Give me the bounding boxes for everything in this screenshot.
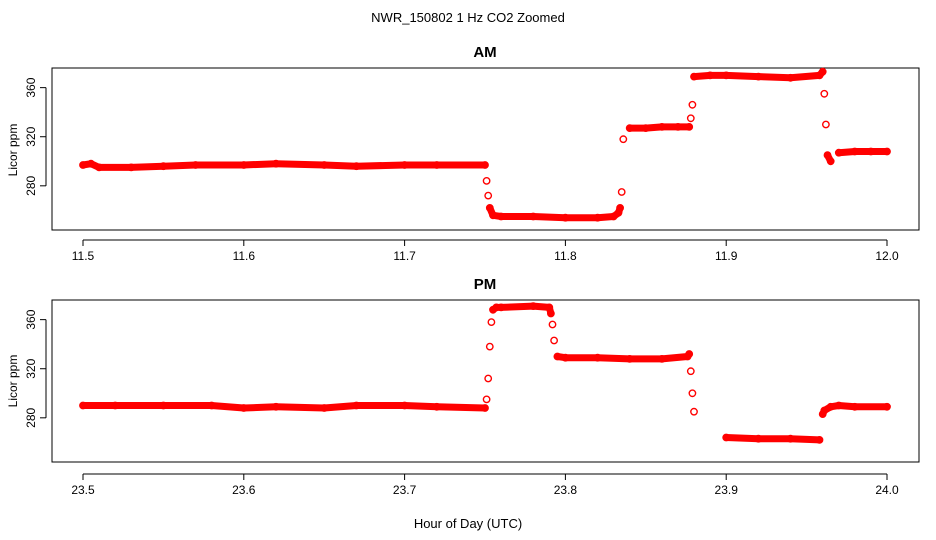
am-plot-frame xyxy=(51,67,920,231)
pm-data-point xyxy=(688,389,697,398)
figure-title: NWR_150802 1 Hz CO2 Zoomed xyxy=(371,10,565,25)
am-y-axis: 280 320 360 xyxy=(24,77,47,196)
am-x-tick-label: 11.8 xyxy=(554,249,577,263)
pm-data-point xyxy=(548,320,557,329)
pm-data-point xyxy=(485,342,494,351)
am-y-tick-label: 280 xyxy=(24,175,38,195)
pm-dense-segment xyxy=(594,354,634,363)
pm-y-axis: 280 320 360 xyxy=(24,309,47,428)
am-dense-segment xyxy=(352,161,409,170)
am-dense-segment xyxy=(824,151,835,165)
pm-panel: PM Licor ppm 23.5 23.6 23.7 23.8 23.9 24.0 28… xyxy=(6,276,920,497)
pm-dense-segment xyxy=(658,353,692,363)
pm-data-point xyxy=(686,367,695,376)
am-dense-segment xyxy=(615,204,624,217)
am-y-tick-label: 360 xyxy=(24,77,38,97)
am-dense-segment xyxy=(754,73,794,82)
pm-dense-segment xyxy=(787,435,823,444)
am-dense-segment xyxy=(320,161,360,170)
am-y-axis-label: Licor ppm xyxy=(6,124,20,177)
am-data-point xyxy=(686,114,695,123)
pm-data-point xyxy=(487,318,496,326)
pm-dense-segment xyxy=(684,350,693,360)
pm-data-point xyxy=(484,374,493,383)
am-data-point xyxy=(688,100,697,109)
pm-dense-segment xyxy=(240,403,280,412)
am-dense-segment xyxy=(816,68,827,79)
pm-data-point xyxy=(690,407,698,416)
pm-x-tick-label: 23.9 xyxy=(715,483,739,497)
pm-x-tick-label: 23.7 xyxy=(393,483,417,497)
pm-x-tick-label: 23.5 xyxy=(71,483,95,497)
am-dense-segment xyxy=(787,71,823,82)
am-point-layer xyxy=(79,67,891,222)
am-x-tick-label: 12.0 xyxy=(875,249,899,263)
am-dense-segment xyxy=(529,213,569,222)
am-dense-segment xyxy=(722,71,762,81)
pm-dense-segment xyxy=(545,303,555,317)
pm-x-tick-label: 24.0 xyxy=(875,483,899,497)
am-data-point xyxy=(484,191,493,200)
pm-x-axis: 23.5 23.6 23.7 23.8 23.9 24.0 xyxy=(71,473,899,497)
pm-x-tick-label: 23.6 xyxy=(232,483,256,497)
am-x-tick-label: 11.5 xyxy=(72,249,95,263)
pm-point-layer xyxy=(79,302,891,444)
am-panel: AM Licor ppm 11.5 11.6 11.7 11.8 11.9 12.0 28… xyxy=(6,44,920,263)
pm-dense-segment xyxy=(433,403,489,412)
am-x-tick-label: 11.6 xyxy=(233,249,256,263)
pm-y-axis-label: Licor ppm xyxy=(6,355,20,408)
am-dense-segment xyxy=(240,160,280,169)
am-data-point xyxy=(617,188,626,196)
figure-x-axis-label: Hour of Day (UTC) xyxy=(414,516,522,531)
am-dense-segment xyxy=(159,161,200,170)
am-panel-title: AM xyxy=(473,44,496,61)
am-data-point xyxy=(822,120,830,129)
pm-dense-segment xyxy=(401,402,441,411)
am-x-tick-label: 11.9 xyxy=(715,249,738,263)
pm-y-tick-label: 320 xyxy=(24,358,38,378)
am-data-point xyxy=(820,89,829,98)
pm-y-tick-label: 360 xyxy=(24,309,38,329)
pm-plot-frame xyxy=(51,299,920,463)
pm-dense-segment xyxy=(208,402,248,412)
pm-panel-title: PM xyxy=(474,276,497,293)
am-x-tick-label: 11.7 xyxy=(393,249,416,263)
am-data-point xyxy=(482,176,491,185)
pm-x-tick-label: 23.8 xyxy=(554,483,578,497)
am-dense-segment xyxy=(272,160,328,169)
am-x-axis: 11.5 11.6 11.7 11.8 11.9 12.0 xyxy=(72,239,899,263)
pm-y-tick-label: 280 xyxy=(24,407,38,427)
pm-data-point xyxy=(550,336,558,345)
pm-dense-segment xyxy=(320,402,360,412)
pm-dense-segment xyxy=(722,434,762,443)
am-data-point xyxy=(619,135,628,144)
pm-dense-segment xyxy=(497,302,537,311)
am-y-tick-label: 320 xyxy=(24,126,38,146)
am-dense-segment xyxy=(127,162,167,171)
pm-dense-segment xyxy=(272,403,328,412)
pm-data-point xyxy=(482,395,491,404)
